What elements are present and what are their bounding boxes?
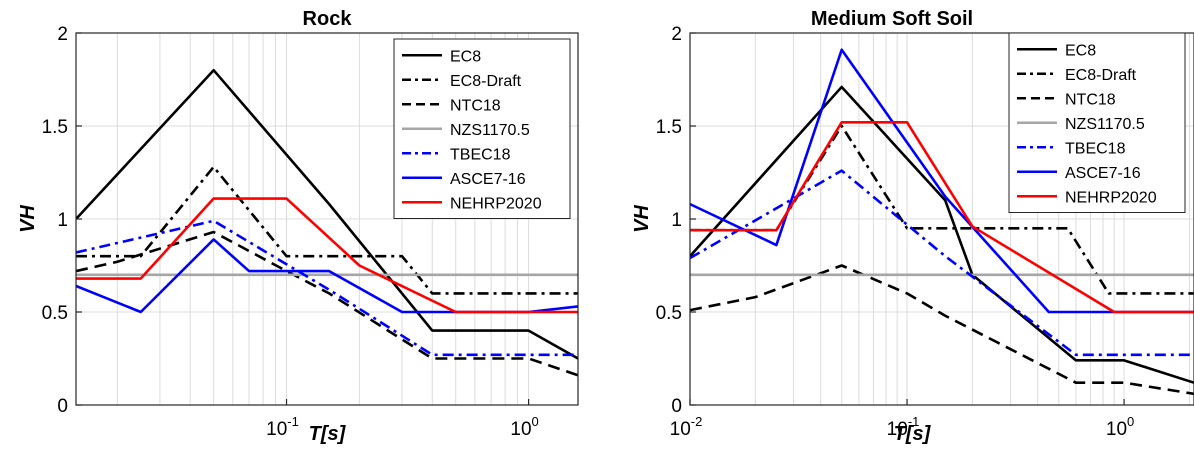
legend-label-nzs1170-5: NZS1170.5 (450, 122, 530, 139)
panel-medium-soft-soil: 0 0.5 1 1.5 2 10-2 10-1 100 Medium Soft Soil T[s]… (631, 8, 1194, 445)
y-tick-label: 0 (671, 396, 682, 417)
chart-title: Rock (303, 8, 353, 30)
series-group (76, 68, 578, 377)
legend-label-ec8-draft: EC8-Draft (450, 73, 522, 90)
series-line-ec8-draft (76, 165, 578, 295)
legend-label-nzs1170-5: NZS1170.5 (1065, 116, 1145, 133)
legend-label-ntc18: NTC18 (450, 97, 501, 114)
x-tick-label: 10-1 (266, 414, 299, 440)
legend-label-ntc18: NTC18 (1065, 91, 1116, 108)
legend-label-ec8-draft: EC8-Draft (1065, 67, 1137, 84)
legend: EC8 EC8-Draft NTC18 NZS1170.5 TBEC18 ASCE7-16… (1008, 32, 1186, 213)
y-tick-label: 1 (671, 210, 682, 231)
legend-label-ec8: EC8 (1065, 42, 1096, 59)
panel-rock: 0 0.5 1 1.5 2 10-1 100 Rock T[s] VH EC8 EC8-Draft NT… (17, 8, 579, 445)
y-tick-label: 2 (57, 24, 68, 45)
legend-label-tbec18: TBEC18 (450, 146, 511, 163)
y-tick-label: 2 (671, 24, 682, 45)
series-line-ec8-draft (690, 124, 1194, 295)
series-line-nehrp2020 (76, 197, 578, 314)
legend-label-nehrp2020: NEHRP2020 (450, 195, 542, 212)
chart-title: Medium Soft Soil (811, 8, 973, 30)
legend: EC8 EC8-Draft NTC18 NZS1170.5 TBEC18 ASCE7-16… (393, 38, 571, 219)
x-tick-label: 10-2 (670, 414, 703, 440)
x-tick-label: 100 (1106, 414, 1134, 440)
y-axis-label: VH (631, 205, 653, 233)
x-tick-label: 100 (510, 414, 538, 440)
y-axis-label: VH (17, 205, 39, 233)
legend-label-asce7-16: ASCE7-16 (450, 171, 526, 188)
series-line-nehrp2020 (690, 120, 1194, 314)
y-tick-label: 1.5 (656, 117, 682, 138)
y-tick-label: 1 (57, 210, 68, 231)
x-axis-label: T[s] (309, 423, 347, 445)
series-line-tbec18 (690, 169, 1194, 357)
x-axis-label: T[s] (894, 423, 932, 445)
series-group (690, 48, 1194, 396)
series-line-ntc18 (690, 264, 1194, 396)
y-tick-label: 0.5 (656, 303, 682, 324)
y-tick-label: 0 (57, 396, 68, 417)
series-line-ntc18 (76, 230, 578, 377)
legend-label-nehrp2020: NEHRP2020 (1065, 189, 1157, 206)
series-line-ec8 (76, 68, 578, 360)
y-tick-label: 1.5 (42, 117, 68, 138)
y-tick-label: 0.5 (42, 303, 68, 324)
legend-label-asce7-16: ASCE7-16 (1065, 165, 1141, 182)
legend-label-ec8: EC8 (450, 48, 481, 65)
legend-label-tbec18: TBEC18 (1065, 140, 1126, 157)
x-tick-label: 10-1 (887, 414, 920, 440)
